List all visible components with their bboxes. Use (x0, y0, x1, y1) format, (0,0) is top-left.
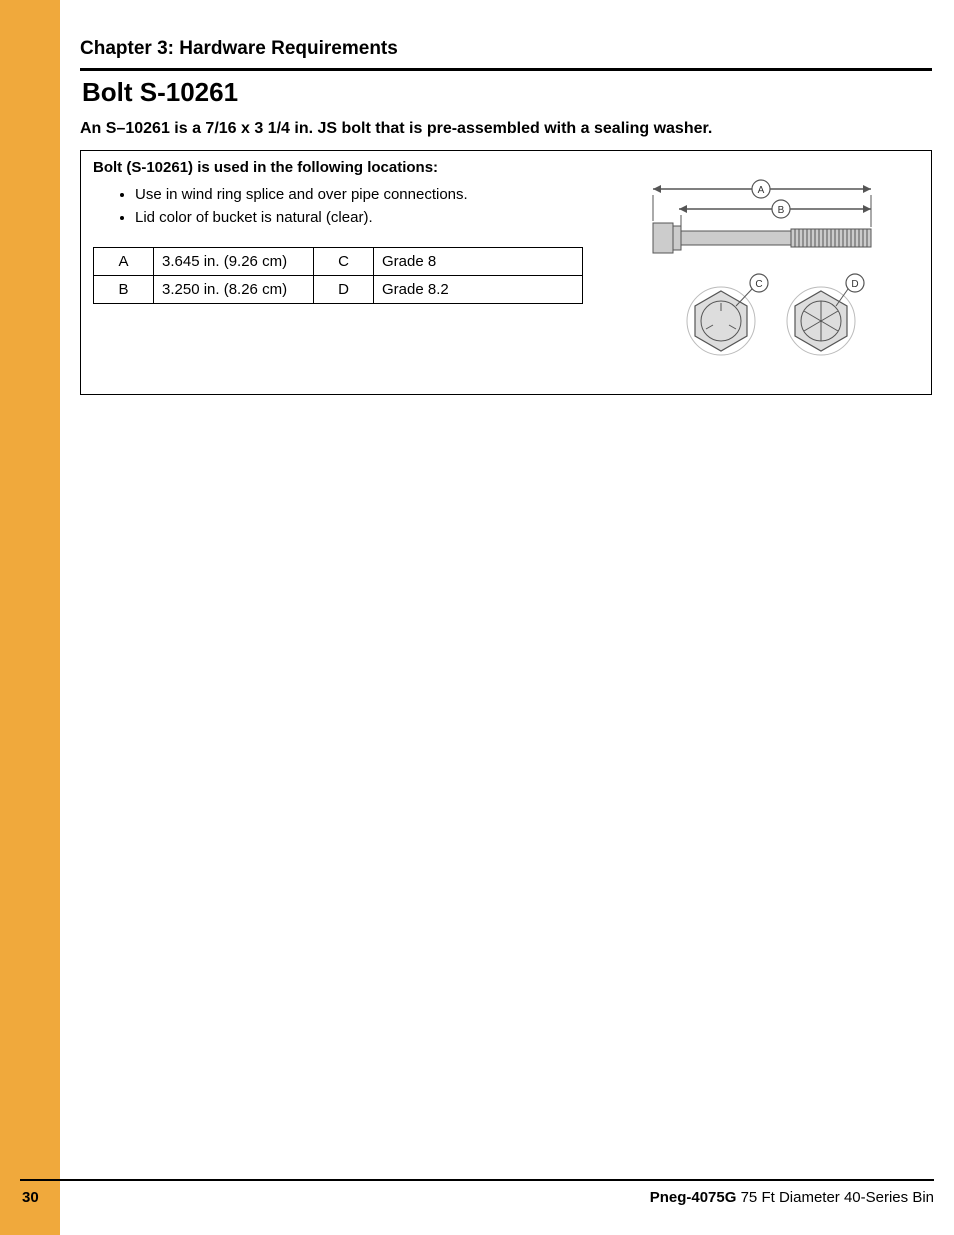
doc-code-bold: Pneg-4075G (650, 1189, 737, 1206)
table-row: B 3.250 in. (8.26 cm) D Grade 8.2 (94, 276, 583, 304)
cell-val: Grade 8 (374, 248, 583, 276)
section-subtitle: An S–10261 is a 7/16 x 3 1/4 in. JS bolt… (80, 120, 934, 138)
label-d: D (851, 279, 858, 290)
cell-val: Grade 8.2 (374, 276, 583, 304)
sidebar-accent (0, 0, 60, 1235)
label-a: A (758, 185, 765, 196)
bolt-diagram: A B (641, 171, 901, 371)
footer-rule (20, 1179, 934, 1181)
spec-table: A 3.645 in. (9.26 cm) C Grade 8 B 3.250 … (93, 247, 583, 304)
doc-code-rest: 75 Ft Diameter 40-Series Bin (736, 1189, 934, 1206)
cell-key: D (314, 276, 374, 304)
page-number: 30 (22, 1189, 39, 1206)
label-c: C (755, 279, 762, 290)
page-footer: 30 Pneg-4075G 75 Ft Diameter 40-Series B… (0, 1189, 954, 1209)
doc-code: Pneg-4075G 75 Ft Diameter 40-Series Bin (650, 1189, 934, 1206)
title-rule (80, 68, 932, 71)
label-b: B (778, 205, 785, 216)
cell-val: 3.250 in. (8.26 cm) (154, 276, 314, 304)
cell-key: C (314, 248, 374, 276)
table-row: A 3.645 in. (9.26 cm) C Grade 8 (94, 248, 583, 276)
cell-val: 3.645 in. (9.26 cm) (154, 248, 314, 276)
info-box: Bolt (S-10261) is used in the following … (80, 150, 932, 395)
section-title: Bolt S-10261 (80, 77, 934, 108)
chapter-title: Chapter 3: Hardware Requirements (80, 38, 934, 68)
cell-key: A (94, 248, 154, 276)
page-content: Chapter 3: Hardware Requirements Bolt S-… (80, 0, 934, 395)
cell-key: B (94, 276, 154, 304)
